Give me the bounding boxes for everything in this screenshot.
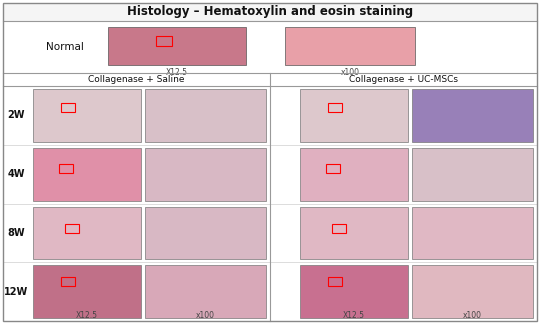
Bar <box>328 277 342 286</box>
Text: Collagenase + UC-MSCs: Collagenase + UC-MSCs <box>349 75 458 84</box>
Text: Collagenase + Saline: Collagenase + Saline <box>88 75 185 84</box>
Bar <box>412 148 533 201</box>
Bar <box>156 36 172 46</box>
Text: X12.5: X12.5 <box>166 68 188 77</box>
Bar <box>412 206 533 259</box>
Text: X12.5: X12.5 <box>343 311 365 320</box>
Bar <box>108 27 246 65</box>
Text: x100: x100 <box>341 68 360 77</box>
Text: 2W: 2W <box>7 110 25 121</box>
Bar <box>33 265 141 318</box>
Bar <box>145 206 266 259</box>
Bar <box>65 224 79 233</box>
Bar <box>33 89 141 142</box>
Bar <box>300 89 408 142</box>
Bar <box>412 89 533 142</box>
Bar <box>61 277 75 286</box>
Bar <box>145 265 266 318</box>
Text: x100: x100 <box>196 311 215 320</box>
Text: 8W: 8W <box>7 228 25 238</box>
Text: Histology – Hematoxylin and eosin staining: Histology – Hematoxylin and eosin staini… <box>127 6 413 18</box>
Bar <box>300 265 408 318</box>
Bar <box>33 148 141 201</box>
Bar <box>145 148 266 201</box>
Bar <box>3 3 537 21</box>
Bar <box>300 206 408 259</box>
Text: X12.5: X12.5 <box>76 311 98 320</box>
Text: 4W: 4W <box>7 169 25 179</box>
Text: x100: x100 <box>463 311 482 320</box>
Bar <box>412 265 533 318</box>
Bar <box>328 103 342 112</box>
Bar <box>326 164 340 173</box>
Bar <box>61 103 75 112</box>
Bar <box>285 27 415 65</box>
Text: 12W: 12W <box>4 287 28 297</box>
Bar <box>33 206 141 259</box>
Bar <box>145 89 266 142</box>
Bar <box>59 164 73 173</box>
Bar <box>332 224 346 233</box>
Text: Normal: Normal <box>46 42 84 52</box>
Bar <box>300 148 408 201</box>
